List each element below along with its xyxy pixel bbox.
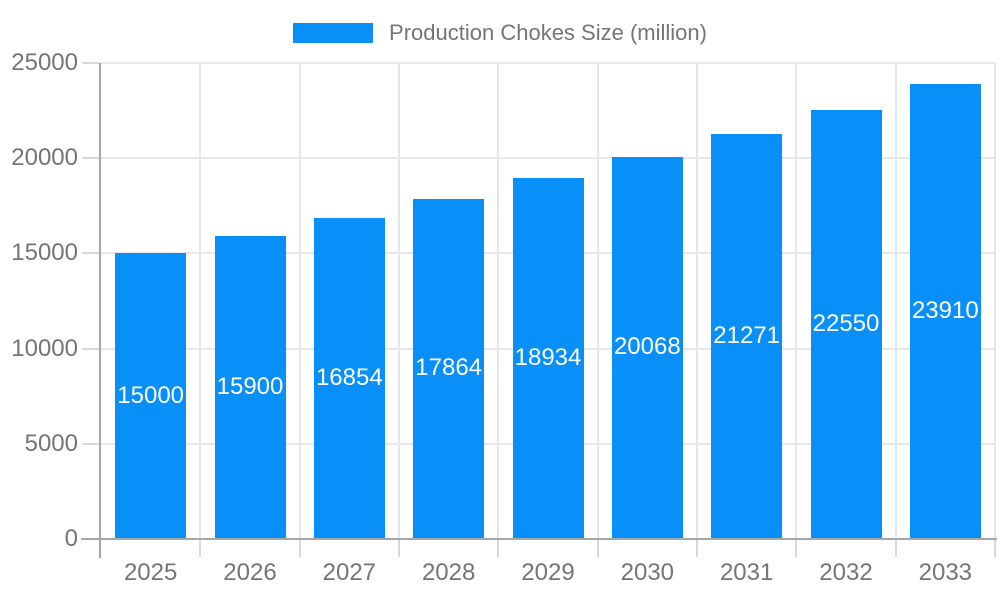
x-axis-label: 2032 <box>819 559 873 586</box>
y-axis-label: 25000 <box>11 49 78 76</box>
bar-value-label: 18934 <box>514 344 582 372</box>
x-axis-label: 2033 <box>918 559 973 586</box>
bar-value-label: 15900 <box>216 373 284 401</box>
y-axis-tick <box>82 252 100 255</box>
y-axis-label: 20000 <box>11 144 78 172</box>
bar-value-label: 15000 <box>117 381 185 409</box>
x-axis-tick <box>398 540 400 557</box>
x-axis-tick <box>596 540 599 557</box>
x-axis-label: 2029 <box>521 559 575 586</box>
y-axis-tick <box>82 157 100 160</box>
x-axis-label: 2031 <box>719 559 774 586</box>
v-gridline <box>199 63 202 539</box>
x-axis-label: 2030 <box>620 559 675 586</box>
y-axis-label: 5000 <box>24 429 78 457</box>
bar-value-label: 17864 <box>415 354 483 382</box>
x-axis-tick <box>298 540 301 557</box>
h-gridline <box>101 157 995 160</box>
v-gridline <box>696 63 698 539</box>
bar[interactable] <box>810 109 882 538</box>
legend-item[interactable]: Production Chokes Size (million) <box>0 20 1000 46</box>
x-axis-tick <box>497 540 500 557</box>
v-gridline <box>894 63 897 539</box>
bar[interactable] <box>115 253 187 538</box>
bar[interactable] <box>512 178 584 538</box>
v-gridline <box>497 63 500 539</box>
bar-value-label: 20068 <box>613 333 681 361</box>
bar[interactable] <box>711 134 783 538</box>
bar-value-label: 21271 <box>713 322 781 349</box>
v-gridline <box>596 63 599 539</box>
y-axis-tick <box>82 442 100 445</box>
x-axis-label: 2025 <box>123 559 178 586</box>
x-axis-tick <box>795 540 798 557</box>
x-axis-tick <box>696 540 698 557</box>
y-axis-tick <box>82 62 100 64</box>
bar[interactable] <box>413 198 485 538</box>
x-axis-line <box>81 538 997 540</box>
bar[interactable] <box>214 236 286 538</box>
v-gridline <box>994 63 996 539</box>
x-axis-tick <box>894 540 897 557</box>
x-axis-label: 2026 <box>223 559 277 586</box>
h-gridline <box>101 62 995 64</box>
bar-value-label: 16854 <box>315 364 383 392</box>
legend-swatch-icon <box>293 23 374 43</box>
bar[interactable] <box>611 156 683 538</box>
bar[interactable] <box>909 83 981 538</box>
y-axis-label: 0 <box>64 525 78 552</box>
bar-value-label: 22550 <box>812 309 880 337</box>
y-axis-line <box>99 63 101 558</box>
legend-label: Production Chokes Size (million) <box>389 20 707 45</box>
y-axis-tick <box>82 347 100 350</box>
bar-value-label: 23910 <box>911 296 979 324</box>
v-gridline <box>298 63 301 539</box>
x-axis-tick <box>994 540 996 557</box>
v-gridline <box>795 63 798 539</box>
x-axis-label: 2027 <box>322 559 377 586</box>
x-axis-tick <box>199 540 202 557</box>
y-axis-label: 10000 <box>11 334 78 362</box>
x-axis-label: 2028 <box>421 559 476 586</box>
bar[interactable] <box>313 218 385 538</box>
y-axis-label: 15000 <box>11 239 78 267</box>
v-gridline <box>398 63 400 539</box>
